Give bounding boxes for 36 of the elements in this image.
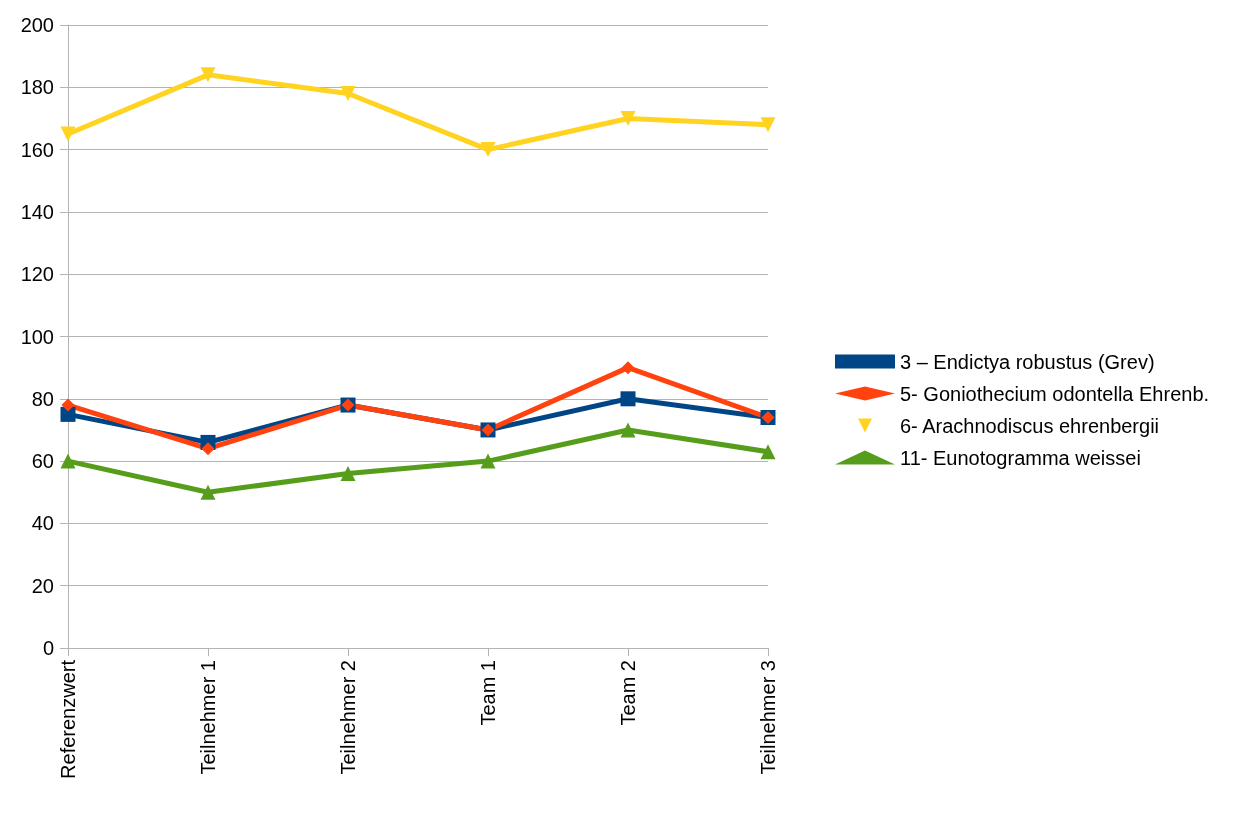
point: [60, 126, 76, 142]
y-tick-label: 0: [42, 637, 54, 659]
y-tick-label: 20: [31, 574, 54, 597]
y-tick-label: 160: [20, 138, 54, 161]
legend-label: 5- Goniothecium odontella Ehrenb.: [900, 382, 1210, 405]
y-tick-label: 120: [20, 263, 54, 286]
point: [200, 484, 216, 500]
x-tick-label: Team 2: [617, 660, 639, 726]
point: [340, 466, 356, 482]
point: [620, 422, 636, 438]
point: [60, 406, 76, 422]
point: [621, 361, 635, 375]
x-tick-label: Teilnehmer 1: [197, 660, 219, 775]
y-tick-label: 60: [31, 450, 54, 473]
point: [760, 444, 776, 460]
x-tick-label: Teilnehmer 3: [757, 660, 779, 775]
point: [480, 453, 496, 469]
y-tick-label: 200: [20, 14, 54, 36]
legend-label: 11- Eunotogramma weissei: [900, 446, 1141, 469]
y-tick-label: 40: [31, 512, 54, 535]
legend-label: 3 – Endictya robustus (Grev): [900, 350, 1155, 373]
x-tick-label: Referenzwert: [57, 659, 79, 779]
y-tick-label: 180: [20, 76, 54, 99]
point: [340, 86, 356, 102]
y-tick-label: 140: [20, 200, 54, 223]
point: [201, 442, 215, 456]
legend-label: 6- Arachnodiscus ehrenbergii: [900, 414, 1160, 437]
x-tick-label: Teilnehmer 2: [337, 660, 359, 775]
x-tick-label: Team 1: [477, 660, 499, 726]
point: [760, 117, 776, 133]
point: [620, 391, 636, 407]
point: [200, 67, 216, 83]
point: [620, 110, 636, 126]
y-tick-label: 100: [20, 325, 54, 348]
y-tick-label: 80: [31, 387, 54, 410]
point: [480, 142, 496, 158]
